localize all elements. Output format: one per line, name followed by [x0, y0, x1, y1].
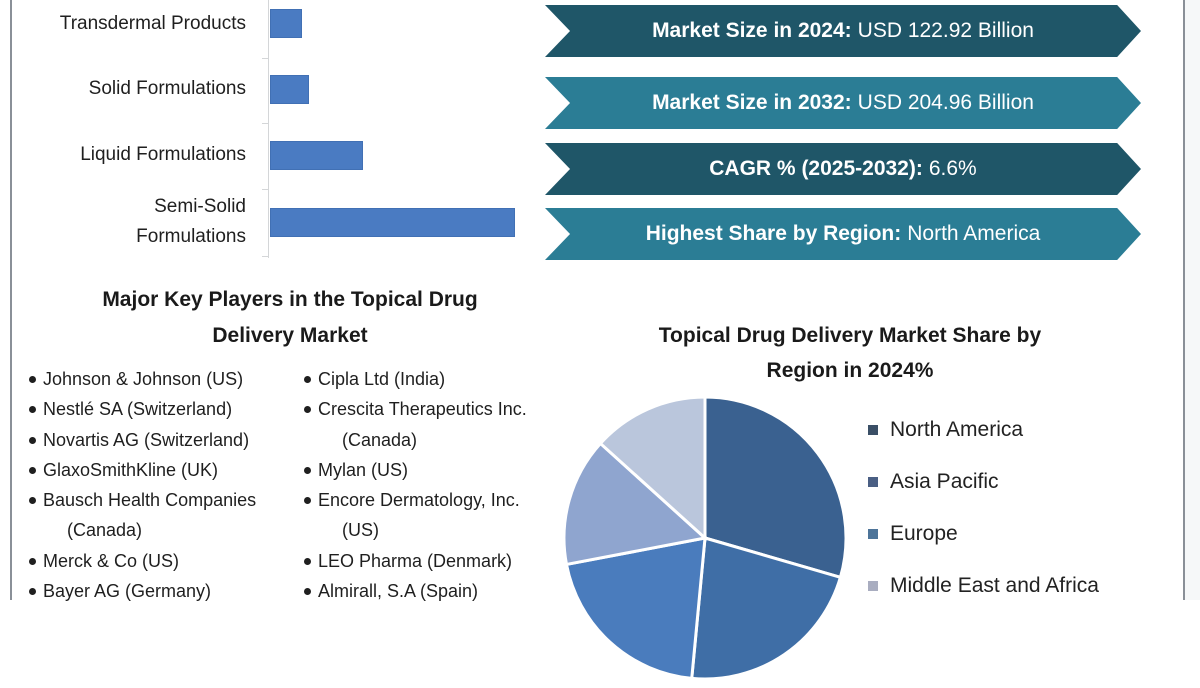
key-player-name: Mylan (US)	[318, 459, 409, 480]
bullet-icon	[29, 557, 36, 565]
frame-border-left	[10, 0, 12, 600]
banner-value: USD 122.92 Billion	[857, 19, 1034, 42]
bullet-icon	[29, 376, 36, 383]
key-player-name: Crescita Therapeutics Inc.	[318, 399, 527, 420]
key-players-column-1: Johnson & Johnson (US) Nestlé SA (Switzer…	[28, 364, 298, 606]
bullet-icon	[304, 588, 311, 596]
legend-item: North America	[868, 404, 1099, 456]
frame-border-right	[1183, 0, 1185, 600]
key-player-item: Crescita Therapeutics Inc. (Canada)	[303, 394, 563, 455]
legend-swatch-icon	[868, 581, 878, 591]
key-player-name: Novartis AG (Switzerland)	[43, 429, 250, 450]
legend-label: Europe	[890, 522, 958, 545]
key-player-item: Encore Dermatology, Inc. (US)	[303, 485, 563, 546]
bar-label-semi-solid: Semi-Solid Formulations	[136, 196, 246, 247]
key-player-name: Almirall, S.A (Spain)	[318, 581, 479, 602]
region-share-pie-chart	[562, 395, 848, 681]
bar-chart-axis	[268, 0, 269, 258]
legend-label: Middle East and Africa	[890, 574, 1099, 597]
legend-swatch-icon	[868, 477, 878, 487]
key-player-country: (US)	[342, 520, 379, 541]
banner-highest-share-region: Highest Share by Region: North America	[545, 208, 1141, 260]
bullet-icon	[304, 497, 311, 505]
key-player-name: Nestlé SA (Switzerland)	[43, 399, 233, 420]
key-player-item: LEO Pharma (Denmark)	[303, 546, 563, 576]
key-player-name: Merck & Co (US)	[43, 550, 180, 571]
bar-solid	[270, 75, 310, 104]
banner-cagr: CAGR % (2025-2032): 6.6%	[545, 143, 1141, 195]
key-player-item: Almirall, S.A (Spain)	[303, 576, 563, 606]
axis-tick	[262, 58, 269, 59]
banner-key: Market Size in 2024:	[652, 19, 852, 42]
axis-tick	[262, 256, 269, 257]
bullet-icon	[29, 436, 36, 444]
pie-title-line1: Topical Drug Delivery Market Share by	[658, 324, 1042, 347]
pie-slice	[703, 395, 848, 580]
bar-label-liquid: Liquid Formulations	[80, 144, 246, 165]
bar-label-transdermal: Transdermal Products	[59, 13, 246, 34]
key-player-name: GlaxoSmithKline (UK)	[43, 459, 219, 480]
bullet-icon	[304, 406, 311, 414]
pie-chart-title: Topical Drug Delivery Market Share by Re…	[600, 318, 1100, 388]
key-players-title-line2: Delivery Market	[212, 324, 368, 347]
banner-value: North America	[907, 222, 1041, 245]
key-player-name: Cipla Ltd (India)	[318, 369, 446, 389]
bar-transdermal	[270, 9, 302, 38]
pie-chart-legend: North America Asia Pacific Europe Middle Ea…	[868, 404, 1099, 612]
key-player-country: (Canada)	[342, 429, 418, 450]
key-player-name: LEO Pharma (Denmark)	[318, 550, 513, 571]
formulation-bar-chart: Transdermal Products Solid Formulations …	[12, 0, 542, 260]
bullet-icon	[304, 466, 311, 474]
key-player-item: GlaxoSmithKline (UK)	[28, 455, 298, 485]
pie-slice	[598, 395, 707, 542]
legend-item: Middle East and Africa	[868, 560, 1099, 612]
legend-label: North America	[890, 418, 1024, 441]
legend-swatch-icon	[868, 529, 878, 539]
pie-slice	[562, 441, 709, 567]
bar-semi-solid	[270, 208, 515, 237]
bullet-icon	[29, 588, 36, 596]
bullet-icon	[29, 406, 36, 414]
axis-tick	[262, 189, 269, 190]
axis-tick	[262, 123, 269, 124]
legend-item: Europe	[868, 508, 1099, 560]
key-player-name: Bayer AG (Germany)	[43, 581, 212, 602]
pie-title-line2: Region in 2024%	[766, 359, 934, 382]
key-player-item: Bayer AG (Germany)	[28, 576, 298, 606]
banner-market-size-2024: Market Size in 2024: USD 122.92 Billion	[545, 5, 1141, 57]
key-players-title-line1: Major Key Players in the Topical Drug	[102, 288, 478, 311]
bullet-icon	[29, 497, 36, 505]
key-player-name: Johnson & Johnson (US)	[43, 369, 244, 389]
legend-label: Asia Pacific	[890, 470, 999, 493]
key-player-item: Mylan (US)	[303, 455, 563, 485]
bar-label-solid: Solid Formulations	[88, 78, 246, 99]
key-player-name: Bausch Health Companies	[43, 490, 257, 511]
legend-item: Asia Pacific	[868, 456, 1099, 508]
bar-liquid	[270, 141, 364, 170]
banner-market-size-2032: Market Size in 2032: USD 204.96 Billion	[545, 77, 1141, 129]
banner-key: CAGR % (2025-2032):	[709, 157, 923, 180]
key-player-item: Novartis AG (Switzerland)	[28, 425, 298, 455]
key-player-item: Nestlé SA (Switzerland)	[28, 394, 298, 424]
key-player-name: Encore Dermatology, Inc.	[318, 490, 520, 511]
legend-swatch-icon	[868, 425, 878, 435]
bullet-icon	[304, 376, 311, 383]
key-player-item: Merck & Co (US)	[28, 546, 298, 576]
banner-value: 6.6%	[928, 157, 977, 180]
key-player-item: Johnson & Johnson (US)	[28, 364, 298, 394]
banner-key: Market Size in 2032:	[652, 91, 852, 114]
key-players-title: Major Key Players in the Topical Drug De…	[40, 282, 540, 354]
banner-key: Highest Share by Region:	[645, 222, 902, 245]
banner-value: USD 204.96 Billion	[857, 91, 1034, 114]
bullet-icon	[304, 557, 311, 565]
key-player-item: Cipla Ltd (India)	[303, 364, 563, 394]
key-players-column-2: Cipla Ltd (India) Crescita Therapeutics I…	[303, 364, 563, 606]
key-player-item: Bausch Health Companies (Canada)	[28, 485, 298, 546]
bullet-icon	[29, 466, 36, 474]
right-margin	[1185, 0, 1200, 600]
key-player-country: (Canada)	[67, 520, 143, 541]
